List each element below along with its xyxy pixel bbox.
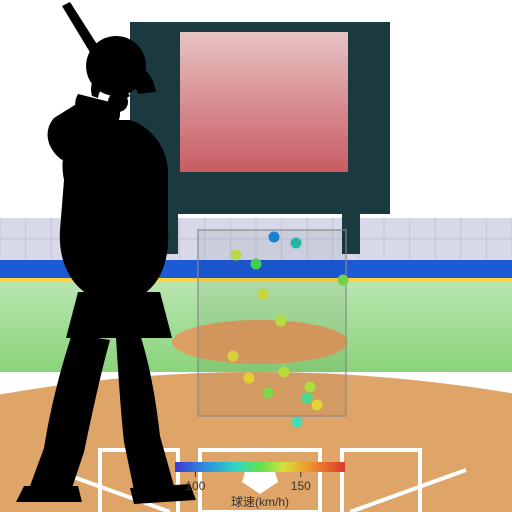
pitch-marker [244, 373, 255, 384]
pitch-marker [269, 232, 280, 243]
pitch-marker [312, 400, 323, 411]
pitch-marker [231, 250, 242, 261]
colorbar-tick-label: 100 [185, 479, 205, 493]
pitch-location-chart: 100 150 球速(km/h) [0, 0, 512, 512]
colorbar-label: 球速(km/h) [231, 495, 289, 509]
pitch-marker [228, 351, 239, 362]
pitch-marker [338, 275, 349, 286]
pitch-marker [292, 417, 303, 428]
pitch-marker [263, 388, 274, 399]
pitch-marker [305, 382, 316, 393]
pitch-marker [302, 393, 313, 404]
pitch-marker [276, 316, 287, 327]
pitch-marker [279, 367, 290, 378]
pitch-marker [291, 238, 302, 249]
strike-zone [198, 230, 346, 416]
pitch-marker [258, 289, 269, 300]
pitch-marker [251, 259, 262, 270]
colorbar-tick-label: 150 [291, 479, 311, 493]
